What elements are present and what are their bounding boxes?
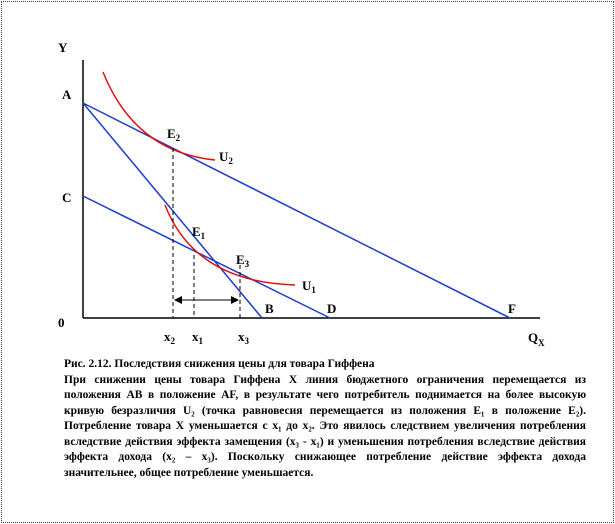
caption-title: Рис. 2.12. Последствия снижения цены для… <box>64 358 375 370</box>
budget-ab <box>82 102 263 319</box>
label-e3: E3 <box>236 252 250 269</box>
label-c: C <box>62 190 71 205</box>
label-qx: QX <box>528 330 545 348</box>
curve-u2 <box>102 71 216 161</box>
label-f: F <box>508 301 516 316</box>
label-u1: U1 <box>302 278 316 295</box>
label-origin: 0 <box>58 315 65 330</box>
budget-af <box>82 102 511 319</box>
label-x1: x1 <box>192 329 204 346</box>
label-e2: E2 <box>167 126 181 143</box>
budget-cd <box>82 195 331 319</box>
label-y: Y <box>58 40 68 55</box>
label-x3: x3 <box>238 329 250 346</box>
label-a: A <box>62 87 72 102</box>
label-x2: x2 <box>164 329 176 346</box>
label-b: B <box>265 301 274 316</box>
diagram: Y A C 0 B D F QX E2 E1 E3 U2 U1 x2 x1 x3 <box>58 40 545 348</box>
caption: Рис. 2.12. Последствия снижения цены для… <box>64 357 586 481</box>
label-e1: E1 <box>192 224 206 241</box>
caption-text: При снижении цены товара Гиффена X линия… <box>64 373 586 479</box>
label-u2: U2 <box>219 149 233 166</box>
label-d: D <box>327 301 336 316</box>
curve-u1 <box>164 204 296 286</box>
